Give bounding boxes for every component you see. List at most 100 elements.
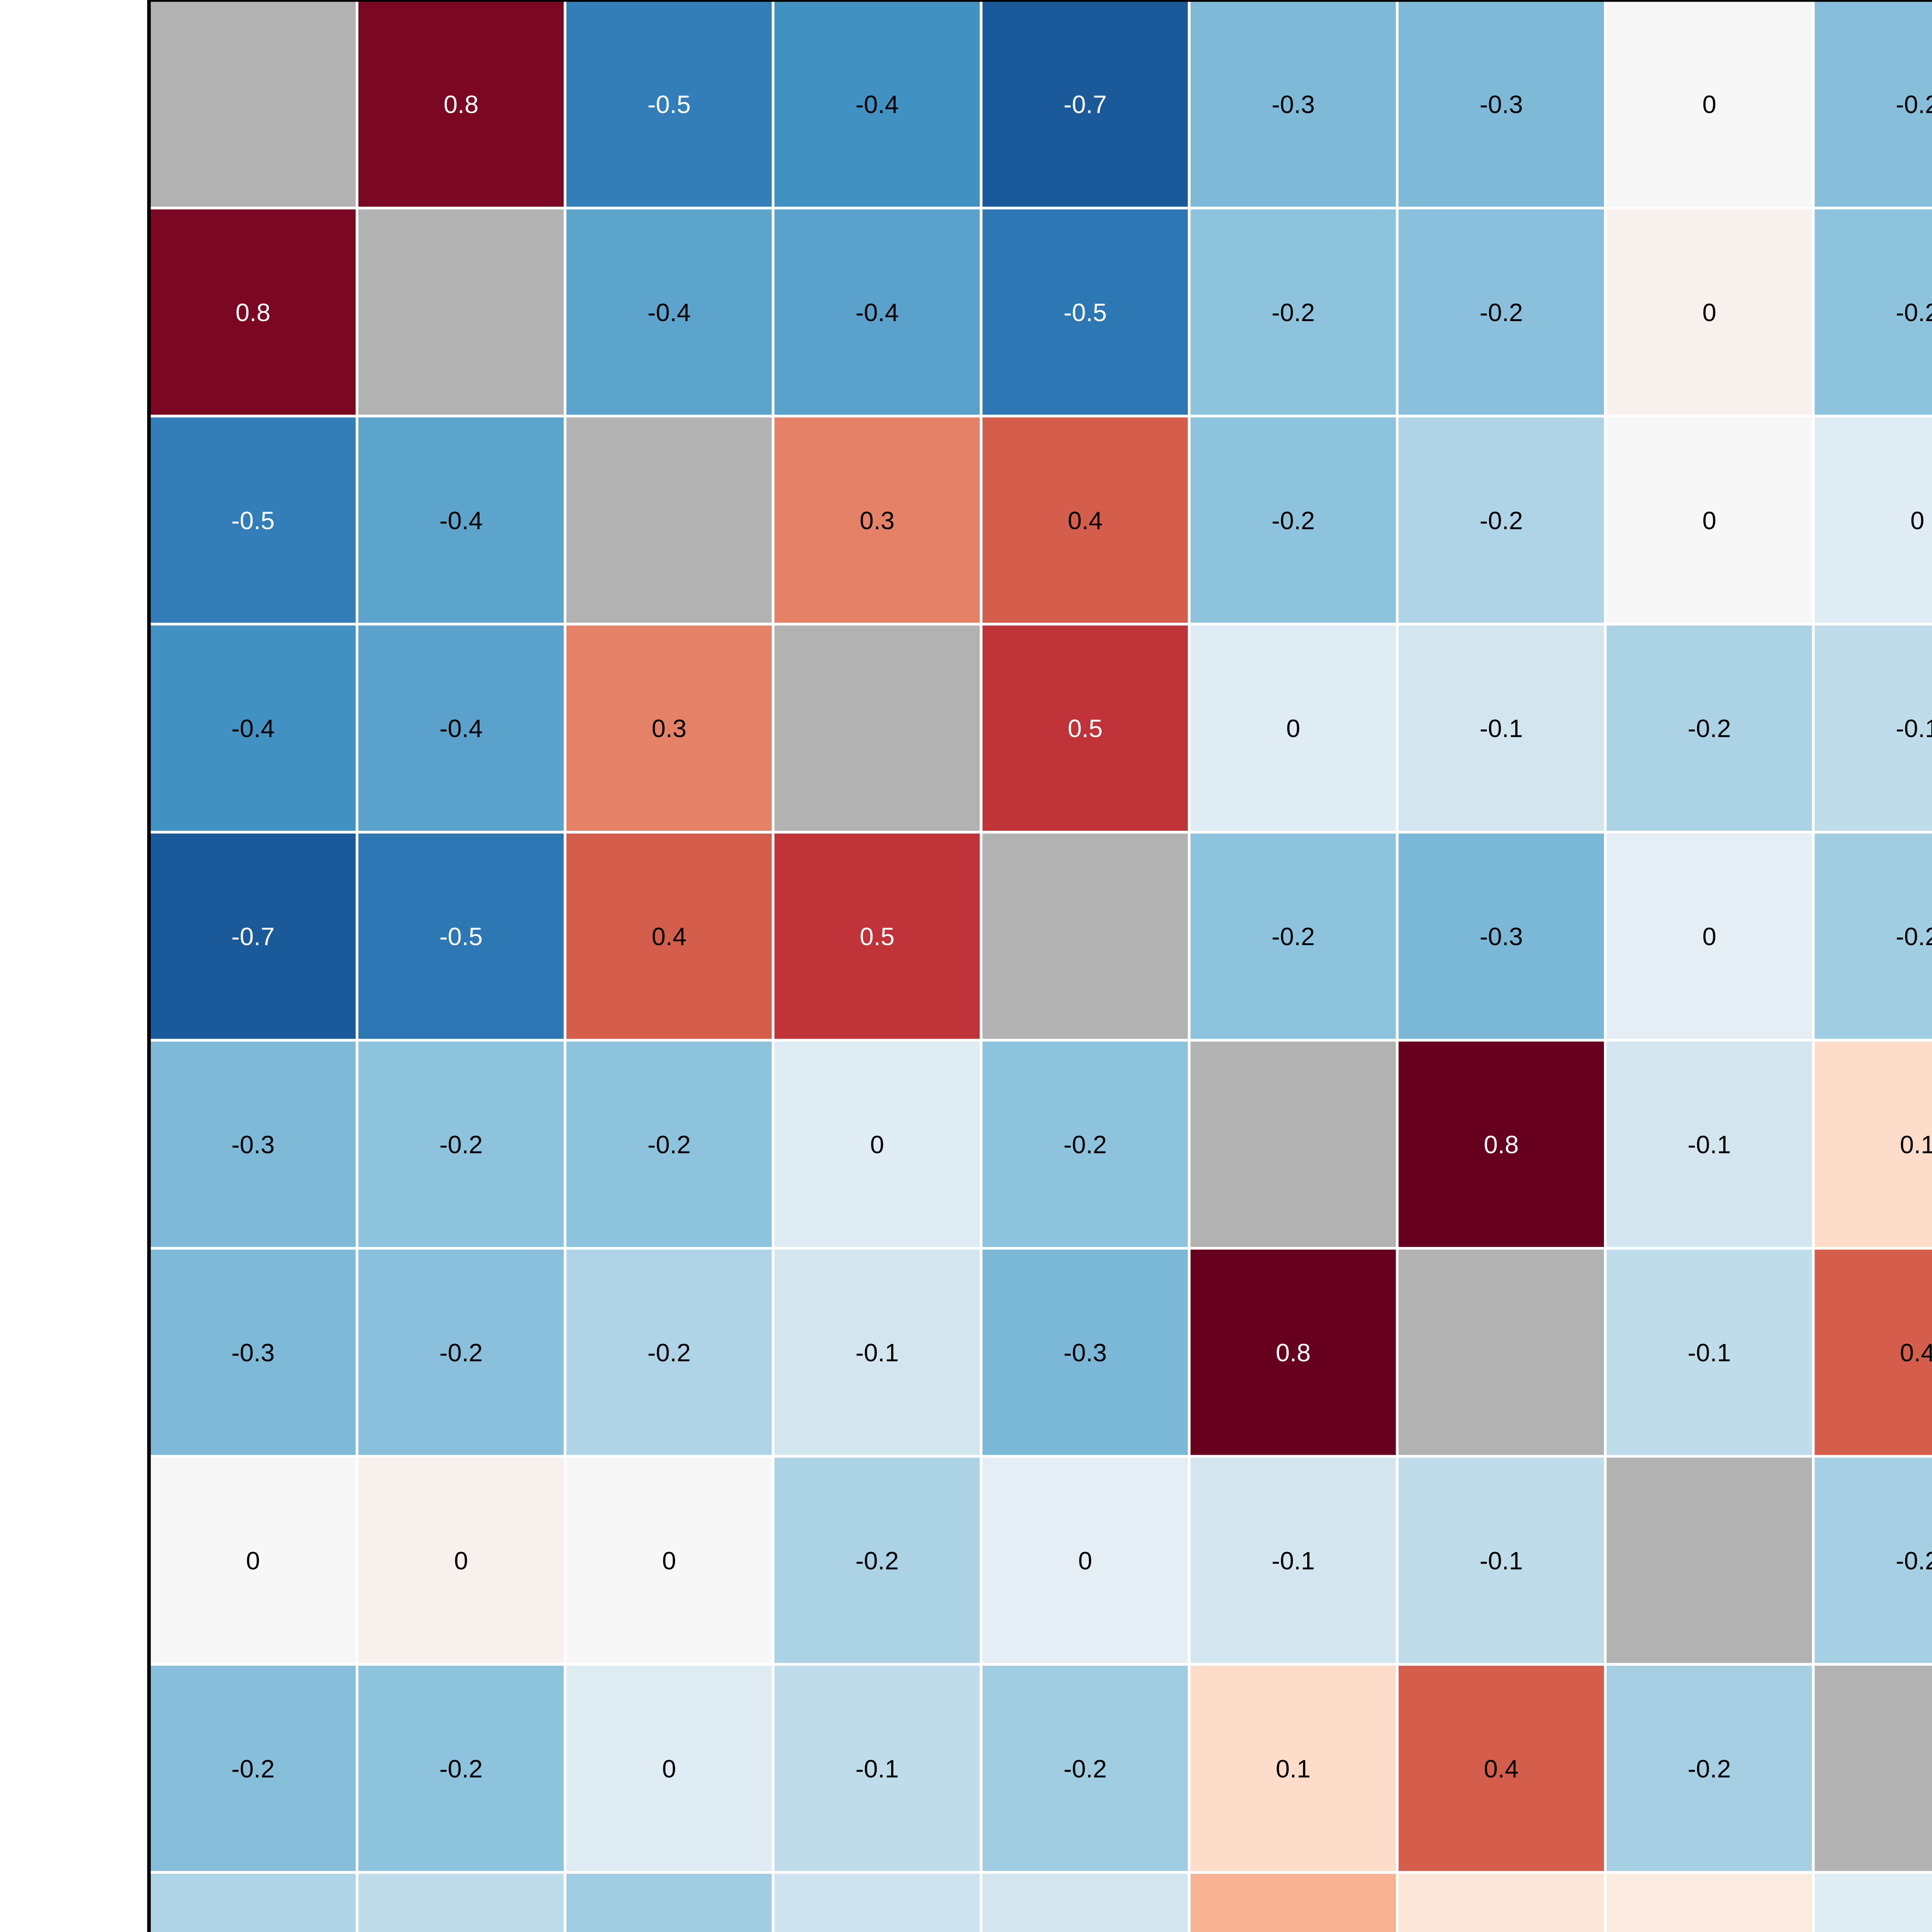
cell-value-label: -0.5 [1063, 298, 1107, 327]
heatmap-cell [355, 1871, 566, 1932]
heatmap-cell [772, 415, 983, 626]
cell-value-label: -0.5 [648, 90, 691, 118]
cell-value-label: -0.2 [648, 1131, 691, 1159]
cell-value-label: 0 [1702, 922, 1716, 951]
cell-value-label: -0.2 [1063, 1755, 1107, 1783]
heatmap-cell [355, 0, 566, 209]
heatmap-cell [772, 622, 983, 834]
cell-value-label: 0.1 [1900, 1131, 1932, 1159]
heatmap-cell [1396, 831, 1607, 1042]
heatmap-cell [980, 831, 1191, 1042]
heatmap-cell [563, 415, 775, 626]
heatmap-cell [1396, 206, 1607, 418]
cell-value-label: 0.8 [1276, 1338, 1311, 1367]
heatmap-cell [148, 1455, 359, 1666]
heatmap-cell [563, 0, 775, 209]
heatmap-cell [1396, 622, 1607, 834]
heatmap-cell [772, 1871, 983, 1932]
heatmap-cell [1604, 415, 1815, 626]
heatmap-cell [980, 1247, 1191, 1458]
heatmap-cell [980, 1871, 1191, 1932]
heatmap-cells: 0.8 -0.5 -0.4 -0.7 -0.3 -0.3 0 -0.2 -0.2 -0.2 0.8 -… [148, 0, 1932, 1932]
cell-value-label: -0.2 [1896, 922, 1932, 951]
cell-value-label: -0.2 [439, 1338, 483, 1367]
heatmap-cell [980, 622, 1191, 834]
heatmap-cell [980, 415, 1191, 626]
heatmap-cell [355, 622, 566, 834]
heatmap-cell [148, 1663, 359, 1874]
heatmap-cell [1604, 831, 1815, 1042]
heatmap-cell [355, 206, 566, 418]
cell-value-label: -0.1 [1688, 1338, 1731, 1367]
cell-value-label: 0.4 [1068, 506, 1102, 534]
heatmap-cell [772, 0, 983, 209]
cell-value-label: -0.1 [1480, 714, 1523, 743]
cell-value-label: 0 [1702, 506, 1716, 534]
cell-value-label: 0 [246, 1546, 260, 1575]
cell-value-label: -0.2 [1272, 298, 1315, 327]
cell-value-label: -0.1 [855, 1338, 899, 1367]
heatmap-cell [1604, 1871, 1815, 1932]
heatmap-cell [980, 1663, 1191, 1874]
cell-value-label: 0 [1910, 506, 1924, 534]
heatmap-cell [563, 206, 775, 418]
cell-value-label: 0.5 [860, 922, 895, 951]
heatmap-cell [1812, 831, 1932, 1042]
cell-value-label: -0.3 [1480, 922, 1523, 951]
heatmap-cell [1812, 1455, 1932, 1666]
cell-value-label: 0 [662, 1755, 676, 1783]
cell-value-label: -0.2 [1272, 922, 1315, 951]
plot-frame [147, 0, 1932, 1932]
cell-value-label: -0.1 [1688, 1131, 1731, 1159]
heatmap-cell [1188, 0, 1399, 209]
heatmap-cell [1604, 622, 1815, 834]
heatmap-cell [1604, 0, 1815, 209]
heatmap-cell [1604, 1247, 1815, 1458]
heatmap-cell [1812, 415, 1932, 626]
cell-value-label: 0.8 [1484, 1131, 1519, 1159]
heatmap-cell [772, 206, 983, 418]
cell-value-label: -0.2 [1688, 1755, 1731, 1783]
heatmap-cell [355, 831, 566, 1042]
cell-value-label: -0.2 [1480, 298, 1523, 327]
cell-value-label: -0.1 [1896, 714, 1932, 743]
heatmap-cell [148, 0, 359, 209]
heatmap-cell [563, 1871, 775, 1932]
heatmap-cell [563, 1247, 775, 1458]
cell-value-label: -0.2 [1896, 1546, 1932, 1575]
heatmap-cell [772, 1039, 983, 1250]
heatmap-cell [1188, 831, 1399, 1042]
heatmap-cell [1812, 206, 1932, 418]
heatmap-cell [355, 1247, 566, 1458]
cell-value-label: 0.8 [444, 90, 478, 118]
cell-value-label: -0.2 [1896, 298, 1932, 327]
cell-value-label: -0.1 [1272, 1546, 1315, 1575]
heatmap-cell [980, 1455, 1191, 1666]
cell-value-label: -0.4 [855, 298, 899, 327]
heatmap-cell [1812, 0, 1932, 209]
cell-value-label: 0 [662, 1546, 676, 1575]
cell-value-label: -0.4 [648, 298, 691, 327]
cell-value-label: -0.5 [439, 922, 483, 951]
heatmap-cell [980, 0, 1191, 209]
heatmap-cell [1604, 1455, 1815, 1666]
cell-value-label: -0.2 [439, 1755, 483, 1783]
heatmap-cell [1812, 1039, 1932, 1250]
cell-value-label: 0 [1078, 1546, 1092, 1575]
heatmap-cell [1812, 1247, 1932, 1458]
heatmap-cell [148, 1871, 359, 1932]
cell-value-label: -0.4 [855, 90, 899, 118]
cell-value-label: -0.2 [1688, 714, 1731, 743]
heatmap-cell [1188, 1455, 1399, 1666]
heatmap-cell [1396, 1247, 1607, 1458]
heatmap-cell [148, 1039, 359, 1250]
cell-value-label: 0.4 [1900, 1338, 1932, 1367]
heatmap-cell [772, 1663, 983, 1874]
cell-value-label: 0.4 [651, 922, 686, 951]
heatmap-cell [1812, 1663, 1932, 1874]
heatmap-cell [772, 1455, 983, 1666]
cell-value-label: -0.2 [648, 1338, 691, 1367]
heatmap-cell [1188, 622, 1399, 834]
